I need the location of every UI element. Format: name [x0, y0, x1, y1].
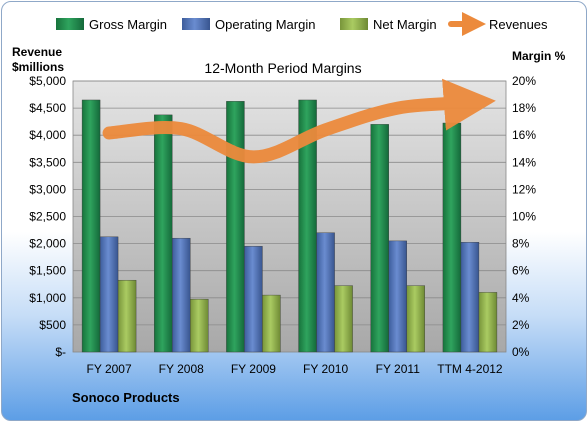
- legend-label-revenues: Revenues: [489, 17, 548, 32]
- y-left-tick-label: $1,500: [29, 264, 66, 278]
- x-category-label: FY 2010: [303, 362, 348, 376]
- chart-title: 12-Month Period Margins: [204, 60, 361, 76]
- y-left-tick-label: $4,000: [29, 128, 66, 142]
- tick-labels: $- $500 $1,000 $1,500 $2,000 $2,500 $3,000 $3,5…: [29, 74, 536, 376]
- y-right-tick-label: 18%: [512, 101, 536, 115]
- bar-net-margin: [406, 285, 425, 353]
- legend-swatch-gross: [56, 18, 84, 30]
- bar-operating-margin: [388, 240, 407, 353]
- legend-label-operating: Operating Margin: [215, 17, 315, 32]
- bar-gross-margin: [298, 99, 317, 353]
- y-left-title-line2: $millions: [12, 60, 64, 74]
- revenue-line: [102, 78, 496, 164]
- bar-operating-margin: [244, 246, 263, 353]
- y-left-title-line1: Revenue: [12, 45, 62, 59]
- y-left-tick-label: $3,000: [29, 182, 66, 196]
- x-category-label: FY 2009: [231, 362, 276, 376]
- legend-label-gross: Gross Margin: [89, 17, 167, 32]
- x-category-label: FY 2011: [376, 362, 421, 376]
- y-right-tick-label: 0%: [512, 345, 530, 359]
- legend-swatch-net: [340, 18, 368, 30]
- bar-operating-margin: [99, 236, 119, 353]
- y-right-tick-label: 16%: [512, 128, 536, 142]
- company-name: Sonoco Products: [72, 390, 180, 405]
- legend: Gross Margin Operating Margin Net Margin…: [56, 12, 548, 36]
- y-right-tick-label: 8%: [512, 237, 530, 251]
- bar-gross-margin: [154, 114, 173, 353]
- y-right-tick-label: 10%: [512, 210, 536, 224]
- legend-swatch-operating: [182, 18, 210, 30]
- y-right-tick-label: 14%: [512, 155, 536, 169]
- x-category-label: FY 2007: [87, 362, 132, 376]
- y-right-tick-label: 6%: [512, 264, 530, 278]
- y-left-tick-label: $4,500: [29, 101, 66, 115]
- y-left-tick-label: $3,500: [29, 155, 66, 169]
- legend-label-net: Net Margin: [373, 17, 437, 32]
- y-left-tick-label: $2,500: [29, 210, 66, 224]
- y-right-tick-label: 12%: [512, 182, 536, 196]
- bar-operating-margin: [316, 232, 335, 353]
- bar-net-margin: [117, 279, 137, 353]
- y-right-tick-label: 4%: [512, 291, 530, 305]
- x-category-label: FY 2008: [159, 362, 204, 376]
- bar-net-margin: [190, 298, 209, 353]
- bar-net-margin: [478, 292, 498, 353]
- bars: [81, 99, 498, 353]
- bar-operating-margin: [172, 237, 191, 353]
- y-right-tick-label: 20%: [512, 74, 536, 88]
- y-right-title: Margin %: [512, 49, 566, 63]
- y-left-tick-label: $5,000: [29, 74, 66, 88]
- bar-gross-margin: [442, 122, 462, 353]
- y-right-tick-label: 2%: [512, 318, 530, 332]
- y-left-tick-label: $500: [39, 318, 66, 332]
- bar-gross-margin: [226, 101, 245, 353]
- bar-net-margin: [334, 285, 353, 353]
- y-left-tick-label: $1,000: [29, 291, 66, 305]
- y-left-tick-label: $-: [55, 345, 66, 359]
- bar-gross-margin: [81, 99, 101, 353]
- bar-net-margin: [262, 294, 281, 353]
- revenue-series-line: [102, 78, 496, 164]
- bar-operating-margin: [460, 242, 480, 353]
- bar-gross-margin: [370, 124, 389, 353]
- x-category-label: TTM 4-2012: [437, 362, 503, 376]
- y-left-tick-label: $2,000: [29, 237, 66, 251]
